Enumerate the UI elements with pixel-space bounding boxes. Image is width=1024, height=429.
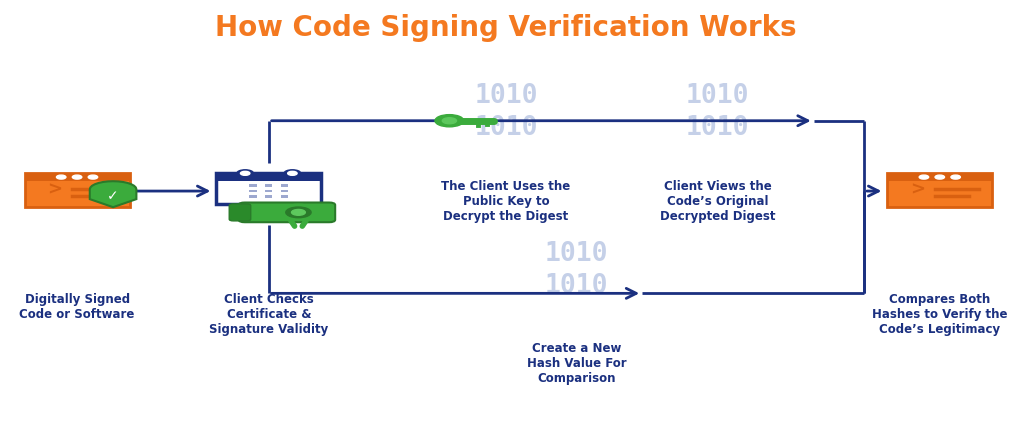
Circle shape: [442, 118, 457, 124]
Text: >: >: [47, 181, 62, 199]
Circle shape: [935, 175, 944, 179]
Circle shape: [73, 175, 82, 179]
Circle shape: [286, 207, 311, 218]
Bar: [25, 173, 129, 181]
Bar: [216, 173, 322, 181]
Circle shape: [920, 175, 929, 179]
Bar: [281, 190, 288, 192]
Circle shape: [56, 175, 66, 179]
Circle shape: [288, 171, 297, 175]
Circle shape: [237, 170, 254, 177]
Circle shape: [292, 209, 305, 215]
Bar: [250, 190, 257, 192]
Text: ✓: ✓: [108, 190, 119, 203]
Text: How Code Signing Verification Works: How Code Signing Verification Works: [215, 14, 797, 42]
Text: 1010
1010: 1010 1010: [474, 83, 538, 141]
Text: The Client Uses the
Public Key to
Decrypt the Digest: The Client Uses the Public Key to Decryp…: [441, 181, 570, 224]
Text: Compares Both
Hashes to Verify the
Code’s Legitimacy: Compares Both Hashes to Verify the Code’…: [872, 293, 1008, 336]
FancyBboxPatch shape: [216, 173, 322, 204]
Circle shape: [284, 170, 301, 177]
Bar: [265, 184, 272, 187]
Text: Create a New
Hash Value For
Comparison: Create a New Hash Value For Comparison: [526, 342, 627, 385]
Bar: [281, 195, 288, 198]
Bar: [888, 173, 992, 181]
Bar: [265, 195, 272, 198]
Text: Client Views the
Code’s Original
Decrypted Digest: Client Views the Code’s Original Decrypt…: [660, 181, 775, 224]
FancyBboxPatch shape: [239, 202, 335, 222]
Text: Client Checks
Certificate &
Signature Validity: Client Checks Certificate & Signature Va…: [209, 293, 329, 336]
Text: 1010
1010: 1010 1010: [545, 241, 608, 299]
Circle shape: [88, 175, 97, 179]
FancyBboxPatch shape: [25, 173, 129, 207]
FancyBboxPatch shape: [229, 204, 251, 221]
Text: >: >: [910, 181, 926, 199]
Bar: [250, 195, 257, 198]
Bar: [250, 184, 257, 187]
Circle shape: [280, 204, 317, 221]
Bar: [265, 190, 272, 192]
Polygon shape: [90, 181, 136, 207]
Text: Digitally Signed
Code or Software: Digitally Signed Code or Software: [19, 293, 135, 321]
Circle shape: [951, 175, 961, 179]
Bar: [281, 184, 288, 187]
Circle shape: [435, 115, 464, 127]
FancyBboxPatch shape: [888, 173, 992, 207]
Circle shape: [241, 171, 250, 175]
Text: 1010
1010: 1010 1010: [686, 83, 750, 141]
